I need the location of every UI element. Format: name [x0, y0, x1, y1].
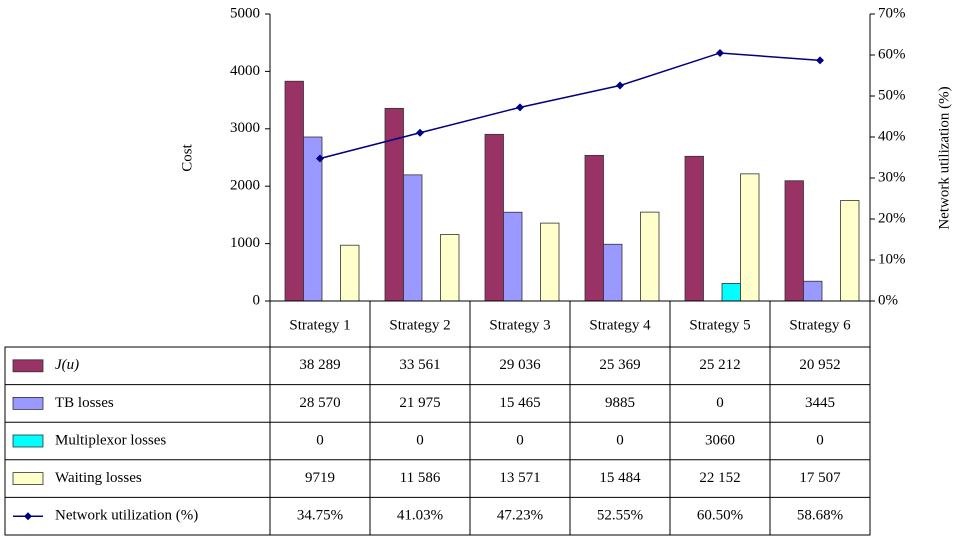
- bar: [484, 133, 504, 302]
- bar: [440, 234, 460, 302]
- line-marker: [516, 103, 524, 112]
- table-value: 47.23%: [497, 508, 543, 524]
- bar: [503, 211, 523, 302]
- table-value: 25 212: [699, 357, 740, 373]
- table-value: 28 570: [299, 395, 340, 411]
- legend-label: Network utilization (%): [55, 508, 198, 524]
- y-tick-label: 1000: [230, 235, 260, 251]
- y2-tick-label: 30%: [878, 169, 906, 185]
- table-value: 13 571: [499, 470, 540, 486]
- bar: [640, 211, 660, 302]
- line-marker: [616, 81, 624, 90]
- x-tick-label: Strategy 6: [789, 317, 851, 333]
- x-tick-label: Strategy 5: [689, 317, 750, 333]
- bar: [721, 283, 741, 302]
- table-value: 0: [616, 432, 624, 448]
- table-value: 20 952: [799, 357, 840, 373]
- table-value: 0: [316, 432, 324, 448]
- line-marker: [316, 154, 324, 163]
- table-value: 3060: [705, 432, 735, 448]
- table-value: 0: [816, 432, 824, 448]
- table-value: 25 369: [599, 357, 640, 373]
- table-value: 34.75%: [297, 508, 343, 524]
- y2-tick-label: 20%: [878, 210, 906, 226]
- bar: [803, 280, 823, 302]
- legend-label: Waiting losses: [55, 470, 142, 486]
- legend-label: TB losses: [55, 395, 114, 411]
- table-value: 29 036: [499, 357, 541, 373]
- y2-axis-label: Network utilization (%): [936, 86, 952, 229]
- bar: [603, 243, 623, 302]
- y-tick-label: 5000: [230, 5, 260, 21]
- x-tick-label: Strategy 4: [589, 317, 651, 333]
- table-frame: [4, 346, 871, 536]
- bar: [784, 180, 804, 302]
- line-marker: [716, 48, 724, 57]
- table-value: 9885: [605, 395, 635, 411]
- table-value: 58.68%: [797, 508, 843, 524]
- table-value: 33 561: [399, 357, 440, 373]
- x-tick-label: Strategy 1: [289, 317, 350, 333]
- x-tick-label: Strategy 3: [489, 317, 550, 333]
- legend-label: J(u): [55, 357, 79, 373]
- legend-marker: [24, 512, 32, 521]
- bar: [403, 174, 423, 302]
- legend-swatch: [12, 359, 44, 373]
- y2-tick-label: 10%: [878, 251, 906, 267]
- y2-tick-label: 40%: [878, 128, 906, 144]
- y-tick-label: 2000: [230, 178, 260, 194]
- y-axis-label: Cost: [179, 143, 195, 171]
- line: [319, 52, 821, 160]
- y2-tick-label: 70%: [878, 5, 906, 21]
- table-value: 0: [716, 395, 724, 411]
- table-value: 9719: [305, 470, 335, 486]
- bar: [284, 80, 304, 302]
- line-marker: [416, 128, 424, 137]
- table-value: 17 507: [799, 470, 841, 486]
- bar: [540, 222, 560, 302]
- table-value: 41.03%: [397, 508, 443, 524]
- bar: [340, 244, 360, 302]
- legend-label: Multiplexor losses: [55, 432, 166, 448]
- bar: [684, 155, 704, 302]
- legend-swatch: [12, 396, 44, 410]
- table-value: 0: [416, 432, 424, 448]
- table-value: 52.55%: [597, 508, 643, 524]
- y-tick-label: 4000: [230, 63, 260, 79]
- table-value: 38 289: [299, 357, 340, 373]
- table-value: 15 465: [499, 395, 540, 411]
- y2-tick-label: 60%: [878, 46, 906, 62]
- table-value: 15 484: [599, 470, 641, 486]
- y-tick-label: 0: [253, 292, 261, 308]
- bar: [840, 200, 860, 302]
- y2-tick-label: 50%: [878, 87, 906, 103]
- bar: [740, 173, 760, 302]
- y2-tick-label: 0%: [878, 292, 898, 308]
- bar: [584, 154, 604, 302]
- table-value: 3445: [805, 395, 835, 411]
- y-tick-label: 3000: [230, 120, 260, 136]
- table-value: 22 152: [699, 470, 740, 486]
- x-tick-label: Strategy 2: [389, 317, 450, 333]
- legend-swatch: [12, 434, 44, 448]
- table-value: 11 586: [400, 470, 441, 486]
- table-value: 60.50%: [697, 508, 743, 524]
- line-marker: [816, 56, 824, 65]
- legend-swatch: [12, 472, 44, 486]
- table-value: 21 975: [399, 395, 440, 411]
- table-value: 0: [516, 432, 524, 448]
